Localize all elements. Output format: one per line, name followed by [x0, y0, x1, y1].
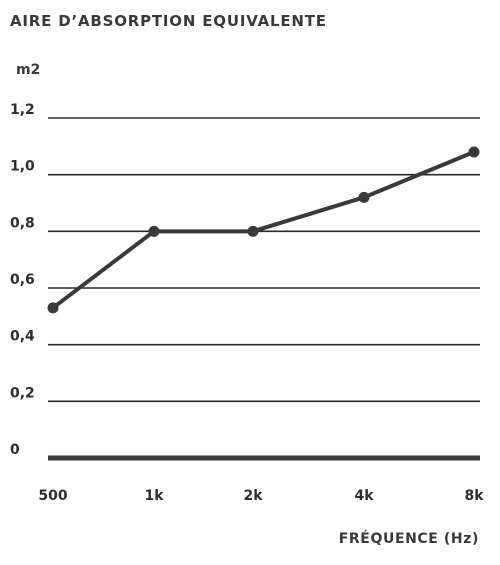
gridlines — [48, 118, 480, 458]
y-axis-unit-label: m2 — [16, 62, 40, 78]
x-tick-label: 1k — [144, 488, 164, 504]
y-tick-label: 0,4 — [10, 329, 35, 345]
x-tick-label: 8k — [464, 488, 484, 504]
y-tick-label: 1,2 — [10, 102, 35, 118]
x-tick-label: 2k — [243, 488, 263, 504]
y-tick-label: 0,2 — [10, 385, 35, 401]
data-point — [248, 226, 259, 237]
data-point — [48, 302, 59, 313]
y-tick-label: 0 — [10, 442, 20, 458]
chart-title: AIRE D’ABSORPTION EQUIVALENTE — [10, 12, 327, 30]
data-point — [469, 147, 480, 158]
y-tick-labels: 0 0,2 0,4 0,6 0,8 1,0 1,2 — [10, 102, 35, 458]
data-point — [149, 226, 160, 237]
y-tick-label: 1,0 — [10, 159, 35, 175]
x-tick-label: 500 — [38, 488, 67, 504]
x-tick-labels: 500 1k 2k 4k 8k — [38, 488, 484, 504]
y-tick-label: 0,8 — [10, 215, 35, 231]
x-tick-label: 4k — [354, 488, 374, 504]
data-point — [359, 192, 370, 203]
y-tick-label: 0,6 — [10, 272, 35, 288]
x-axis-label: FRÉQUENCE (Hz) — [339, 530, 479, 547]
